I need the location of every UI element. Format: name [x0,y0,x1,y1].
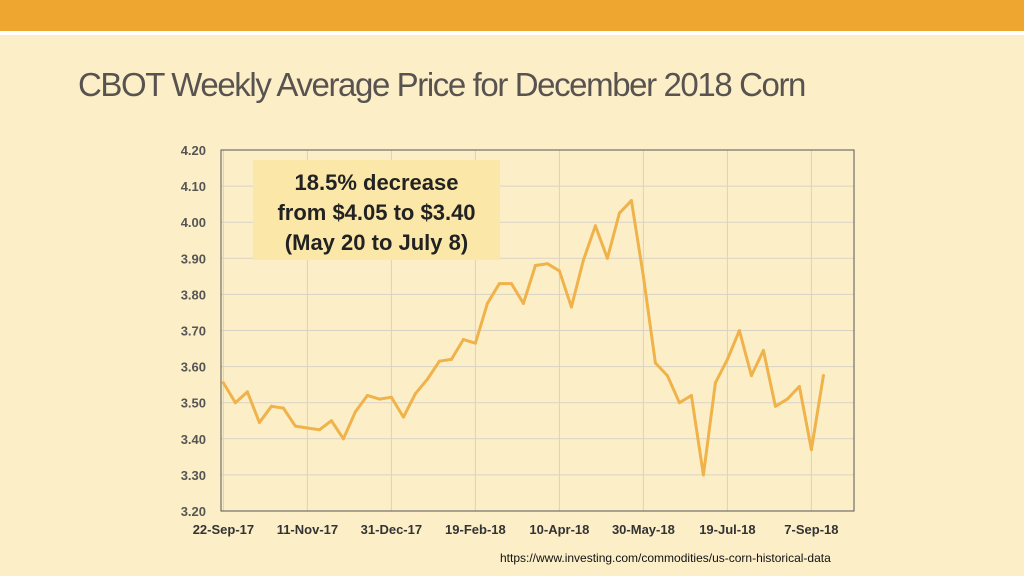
data-point [737,329,741,332]
x-tick-label: 22-Sep-17 [193,522,254,537]
data-point [557,269,561,273]
data-point [797,384,801,388]
data-point [521,301,525,305]
data-point [545,262,549,266]
data-point [713,381,717,385]
x-tick-label: 19-Jul-18 [699,522,755,537]
annotation-line-3: (May 20 to July 8) [284,230,469,255]
source-link[interactable]: https://www.investing.com/commodities/us… [500,551,831,565]
y-tick-label: 3.90 [181,251,206,266]
data-point [701,473,705,477]
data-point [425,377,429,381]
data-point [401,415,405,419]
y-tick-label: 3.30 [181,468,206,483]
plot-border [220,149,855,512]
data-point [257,421,261,425]
data-point [593,224,597,228]
data-point [569,305,573,309]
data-point [449,357,453,361]
data-point [269,404,273,408]
header-stripe [0,31,1024,35]
y-tick-label: 4.10 [181,179,206,194]
data-point [629,199,633,203]
data-point [437,359,441,363]
data-point [821,374,825,378]
header-bar [0,0,1024,31]
y-tick-label: 3.60 [181,360,206,375]
data-point [497,282,501,286]
y-tick-label: 4.20 [181,143,206,158]
data-point [581,258,585,262]
annotation-line-1: 18.5% decrease [294,170,459,195]
data-point [677,401,681,405]
data-point [761,348,765,352]
data-point [221,381,225,385]
data-point [353,410,357,414]
x-axis-tick-labels: 22-Sep-17 11-Nov-17 31-Dec-17 19-Feb-18 10-A… [193,522,839,537]
y-tick-label: 4.00 [181,215,206,230]
data-point [245,390,249,394]
data-point [233,401,237,405]
data-point [281,406,285,410]
annotation-line-2: from $4.05 to $3.40 [277,200,476,225]
data-point [689,393,693,397]
data-point [617,211,621,215]
data-point [605,256,609,260]
data-point [473,341,477,345]
x-tick-label: 30-May-18 [612,522,675,537]
data-point [749,374,753,378]
x-tick-label: 31-Dec-17 [361,522,422,537]
decrease-annotation: 18.5% decrease from $4.05 to $3.40 (May … [253,160,500,260]
data-point [509,282,513,286]
data-point [533,264,537,268]
x-tick-label: 19-Feb-18 [445,522,506,537]
y-tick-label: 3.20 [181,504,206,519]
data-point [725,357,729,361]
data-point [773,404,777,408]
data-point [305,426,309,430]
data-point [365,393,369,397]
y-tick-label: 3.40 [181,432,206,447]
chart-title: CBOT Weekly Average Price for December 2… [78,66,806,103]
price-series [221,199,825,477]
y-axis-tick-labels: 3.20 3.30 3.40 3.50 3.60 3.70 3.80 3.90 4.00 4.10… [181,143,206,519]
data-point [809,448,813,452]
y-tick-label: 3.70 [181,324,206,339]
y-tick-label: 3.80 [181,287,206,302]
data-point [641,274,645,278]
axes [220,149,855,512]
data-point [293,424,297,428]
data-point [665,374,669,378]
x-tick-label: 11-Nov-17 [277,522,338,537]
data-point [317,428,321,432]
data-point [389,395,393,399]
data-point [413,392,417,396]
x-tick-label: 10-Apr-18 [529,522,589,537]
data-point [377,397,381,401]
y-tick-label: 3.50 [181,396,206,411]
data-point [785,397,789,401]
data-point [485,301,489,305]
data-point [461,338,465,342]
x-tick-label: 7-Sep-18 [784,522,838,537]
data-point [653,361,657,365]
data-point [341,437,345,441]
data-point [329,419,333,423]
